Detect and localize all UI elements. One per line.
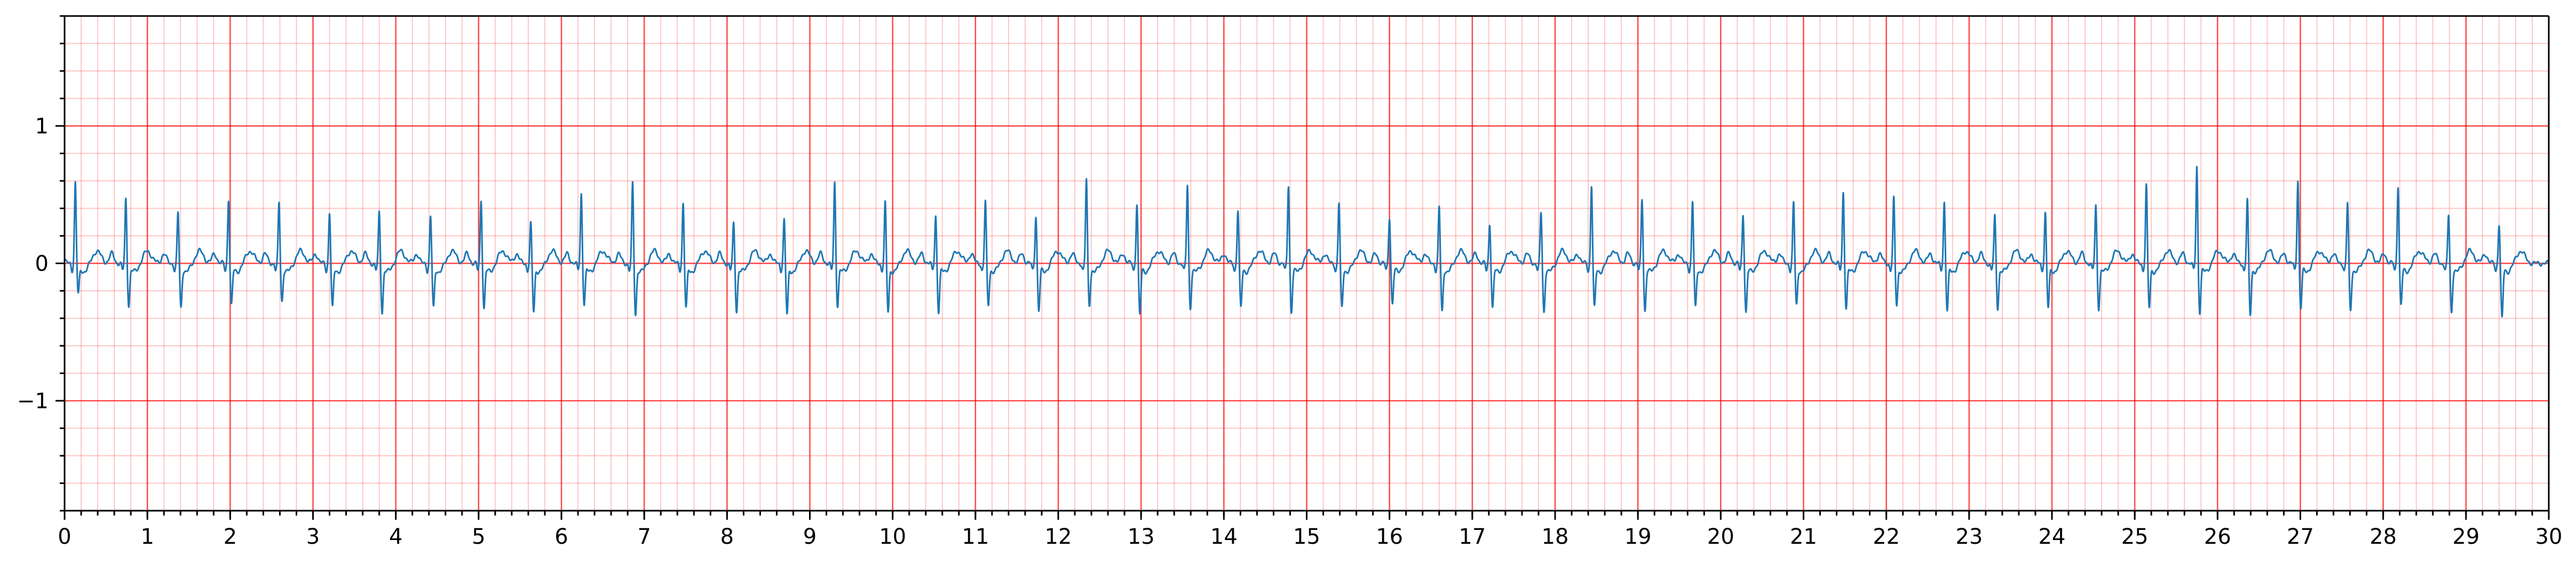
x-tick-label: 10 bbox=[879, 525, 906, 549]
x-tick-label: 4 bbox=[389, 525, 402, 549]
x-tick-label: 17 bbox=[1459, 525, 1486, 549]
x-tick-label: 22 bbox=[1873, 525, 1900, 549]
x-tick-label: 18 bbox=[1542, 525, 1569, 549]
x-tick-label: 26 bbox=[2204, 525, 2231, 549]
x-tick-label: 14 bbox=[1210, 525, 1238, 549]
x-tick-label: 19 bbox=[1624, 525, 1652, 549]
x-tick-label: 1 bbox=[140, 525, 154, 549]
x-tick-label: 16 bbox=[1376, 525, 1403, 549]
x-tick-label: 21 bbox=[1790, 525, 1817, 549]
x-tick-label: 5 bbox=[472, 525, 485, 549]
y-tick-label: −1 bbox=[17, 389, 49, 414]
x-tick-label: 8 bbox=[720, 525, 734, 549]
x-tick-label: 15 bbox=[1293, 525, 1320, 549]
x-tick-label: 13 bbox=[1128, 525, 1155, 549]
x-axis: 0 1 2 3 4 5 6 7 8 9 10 11 12 13 14 15 16 17 18 19 20 21 22 23 24… bbox=[58, 511, 2562, 549]
y-axis: −1 0 1 bbox=[17, 15, 65, 512]
y-tick-label: 1 bbox=[35, 114, 49, 139]
x-tick-label: 9 bbox=[803, 525, 817, 549]
x-tick-label: 28 bbox=[2369, 525, 2397, 549]
x-tick-label: 23 bbox=[1955, 525, 1983, 549]
x-tick-label: 7 bbox=[637, 525, 651, 549]
x-tick-label: 30 bbox=[2535, 525, 2563, 549]
x-tick-label: 0 bbox=[58, 525, 71, 549]
x-tick-label: 11 bbox=[962, 525, 989, 549]
x-tick-label: 2 bbox=[224, 525, 237, 549]
y-tick-label: 0 bbox=[35, 252, 49, 276]
ecg-series-line bbox=[64, 165, 2550, 318]
x-tick-label: 20 bbox=[1707, 525, 1734, 549]
x-tick-label: 25 bbox=[2121, 525, 2149, 549]
x-tick-label: 12 bbox=[1045, 525, 1072, 549]
x-tick-label: 6 bbox=[554, 525, 568, 549]
x-tick-label: 24 bbox=[2039, 525, 2066, 549]
x-tick-label: 3 bbox=[306, 525, 320, 549]
x-tick-label: 27 bbox=[2287, 525, 2314, 549]
x-tick-label: 29 bbox=[2452, 525, 2479, 549]
